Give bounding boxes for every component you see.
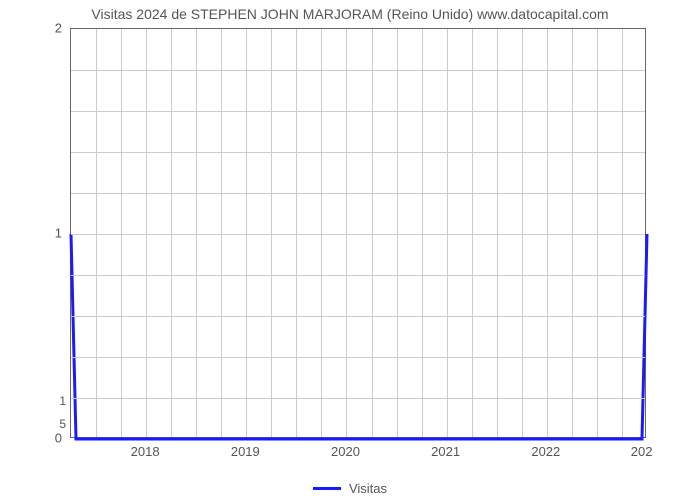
gridline-vertical: [296, 29, 297, 437]
gridline-vertical: [146, 29, 147, 437]
gridline-vertical: [622, 29, 623, 437]
gridline-horizontal: [71, 234, 645, 235]
legend-swatch: [313, 487, 341, 490]
gridline-horizontal: [71, 316, 645, 317]
gridline-horizontal: [71, 152, 645, 153]
gridline-vertical: [196, 29, 197, 437]
gridline-vertical: [572, 29, 573, 437]
x-tick-label: 2021: [431, 444, 460, 459]
gridline-horizontal: [71, 357, 645, 358]
gridline-vertical: [271, 29, 272, 437]
x-tick-label: 2019: [231, 444, 260, 459]
gridline-vertical: [96, 29, 97, 437]
y-tick-label: 0: [42, 431, 62, 446]
series-line: [71, 234, 647, 439]
y-sub-label: 1: [52, 394, 66, 408]
gridline-vertical: [597, 29, 598, 437]
gridline-horizontal: [71, 70, 645, 71]
gridline-horizontal: [71, 398, 645, 399]
legend: Visitas: [0, 480, 700, 496]
gridline-vertical: [221, 29, 222, 437]
legend-label: Visitas: [349, 481, 387, 496]
chart-title: Visitas 2024 de STEPHEN JOHN MARJORAM (R…: [0, 6, 700, 22]
gridline-vertical: [121, 29, 122, 437]
gridline-horizontal: [71, 275, 645, 276]
x-tick-label-edge: 202: [631, 444, 653, 459]
gridline-vertical: [321, 29, 322, 437]
gridline-vertical: [472, 29, 473, 437]
gridline-horizontal: [71, 111, 645, 112]
chart-container: Visitas 2024 de STEPHEN JOHN MARJORAM (R…: [0, 0, 700, 500]
gridline-vertical: [447, 29, 448, 437]
gridline-vertical: [397, 29, 398, 437]
gridline-vertical: [171, 29, 172, 437]
y-tick-label: 1: [42, 226, 62, 241]
plot-area: [70, 28, 646, 438]
y-sub-label: 5: [52, 417, 66, 431]
gridline-vertical: [497, 29, 498, 437]
gridline-vertical: [346, 29, 347, 437]
x-tick-label: 2020: [331, 444, 360, 459]
gridline-vertical: [372, 29, 373, 437]
gridline-vertical: [246, 29, 247, 437]
gridline-vertical: [422, 29, 423, 437]
gridline-vertical: [547, 29, 548, 437]
x-tick-label: 2022: [531, 444, 560, 459]
gridline-vertical: [522, 29, 523, 437]
x-tick-label: 2018: [131, 444, 160, 459]
y-tick-label: 2: [42, 21, 62, 36]
gridline-horizontal: [71, 193, 645, 194]
